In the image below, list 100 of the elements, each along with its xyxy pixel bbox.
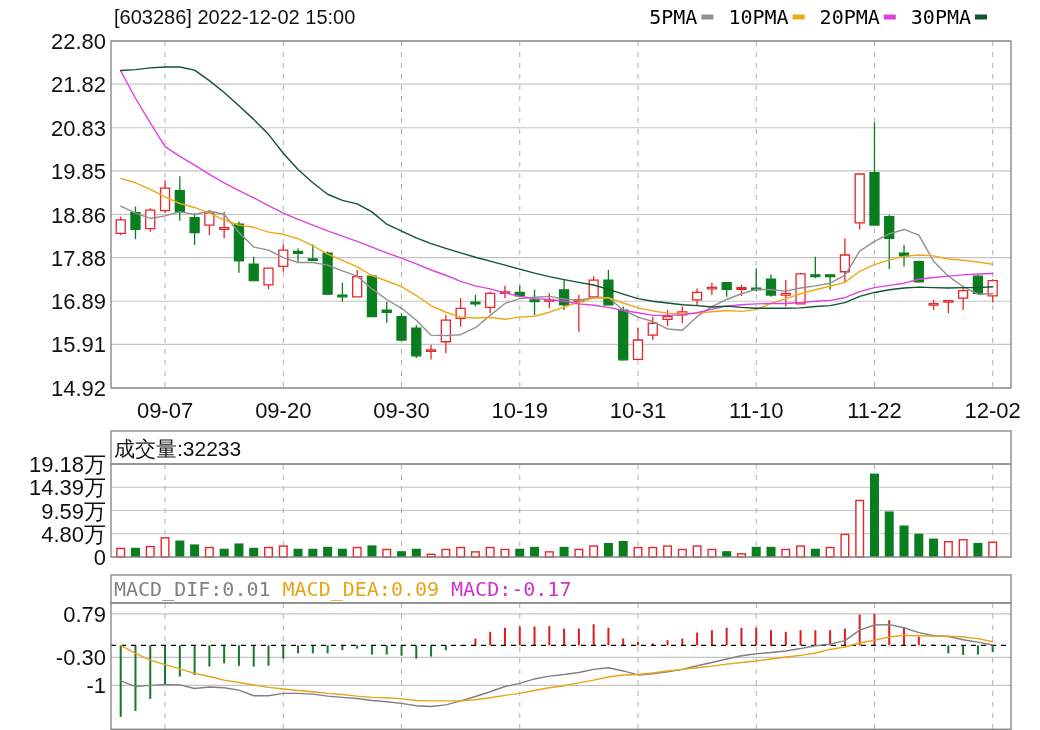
candlestick <box>159 179 171 214</box>
candlestick <box>662 309 673 327</box>
y-tick-label: 14.39万 <box>28 474 106 500</box>
bar <box>947 645 950 654</box>
y-tick-label: 16.89 <box>50 288 106 314</box>
y-tick-label: 15.91 <box>50 331 106 357</box>
candlestick <box>618 305 629 362</box>
candlestick <box>307 243 318 262</box>
candlestick <box>366 274 378 318</box>
y-tick-label: 9.59万 <box>41 498 106 523</box>
candlestick <box>824 274 836 291</box>
bar <box>134 645 137 711</box>
line-series <box>120 177 994 321</box>
candlestick <box>854 173 865 231</box>
bar <box>356 645 359 649</box>
candlestick <box>529 289 540 316</box>
candlestick <box>957 286 969 311</box>
bar <box>696 632 699 646</box>
candlestick <box>145 207 156 233</box>
y-tick-label: 22.80 <box>50 28 106 54</box>
bar <box>503 627 506 646</box>
candlestick <box>839 237 851 283</box>
bar <box>367 545 377 557</box>
bar <box>988 541 998 558</box>
legend-label: 10PMA <box>728 5 789 29</box>
candlestick <box>322 250 333 296</box>
candlestick <box>115 216 126 236</box>
y-tick-label: 0.79 <box>63 601 106 627</box>
legend-label: 30PMA <box>910 5 972 29</box>
bar <box>297 645 300 654</box>
candlestick <box>780 279 791 308</box>
candlestick <box>189 212 200 246</box>
bar <box>252 645 255 667</box>
candlestick <box>928 299 939 311</box>
bar <box>914 533 924 557</box>
bar <box>962 645 965 655</box>
line-series <box>120 623 994 708</box>
bar <box>796 545 806 558</box>
bar <box>577 628 580 646</box>
x-tick-label: 12-02 <box>964 397 1021 423</box>
line-series <box>120 205 994 337</box>
candlestick <box>174 175 185 222</box>
bar <box>223 645 226 664</box>
bar <box>710 630 713 646</box>
y-tick-label: 21.82 <box>50 71 106 97</box>
bar <box>160 537 170 558</box>
bar <box>755 627 758 646</box>
bar <box>740 627 743 646</box>
candlestick <box>396 312 407 342</box>
candlestick <box>810 256 821 279</box>
bar <box>725 627 728 646</box>
y-tick-label: 4.80万 <box>41 521 106 547</box>
x-tick-label: 10-31 <box>609 397 667 423</box>
chart-title: [603286] 2022-12-02 15:00 <box>114 6 356 28</box>
bar <box>976 645 979 655</box>
bar <box>489 631 492 646</box>
x-tick-label: 10-19 <box>491 397 548 423</box>
text: MACD_DIF:0.01 <box>114 577 271 601</box>
bar <box>814 630 817 646</box>
bar <box>884 511 894 557</box>
bar <box>149 645 152 699</box>
bar <box>899 525 909 557</box>
bar <box>430 645 433 657</box>
bar <box>164 645 167 685</box>
x-tick-label: 09-07 <box>136 397 194 423</box>
candlestick <box>765 274 777 298</box>
bar <box>607 627 610 646</box>
bar <box>119 645 122 717</box>
x-tick-label: 11-22 <box>847 397 902 423</box>
bar <box>589 545 599 558</box>
bar <box>929 538 939 557</box>
candlestick <box>588 275 599 299</box>
candlestick <box>869 121 880 226</box>
y-tick-label: 17.88 <box>50 245 106 271</box>
bar <box>784 631 787 646</box>
bar <box>840 533 850 558</box>
bar <box>208 645 211 667</box>
y-tick-label: 19.18万 <box>28 451 106 477</box>
bar <box>282 645 285 659</box>
bar <box>855 499 865 558</box>
candlestick <box>647 316 658 341</box>
legend-label: 5PMA <box>649 5 698 29</box>
bar <box>973 542 983 557</box>
y-tick-label: 0 <box>93 544 106 570</box>
bar <box>618 541 628 557</box>
bar <box>400 645 403 656</box>
legend-label: 20PMA <box>819 5 880 29</box>
candlestick <box>736 284 747 297</box>
candlestick <box>219 211 230 239</box>
candlestick <box>913 260 924 284</box>
bar <box>190 544 200 557</box>
bar <box>234 543 244 557</box>
bar <box>178 645 181 677</box>
candlestick <box>721 282 732 298</box>
bar <box>415 645 418 659</box>
candlestick <box>898 244 910 268</box>
bar <box>237 645 240 666</box>
bar <box>770 630 773 646</box>
candlestick <box>440 314 451 354</box>
candlestick <box>263 267 274 291</box>
